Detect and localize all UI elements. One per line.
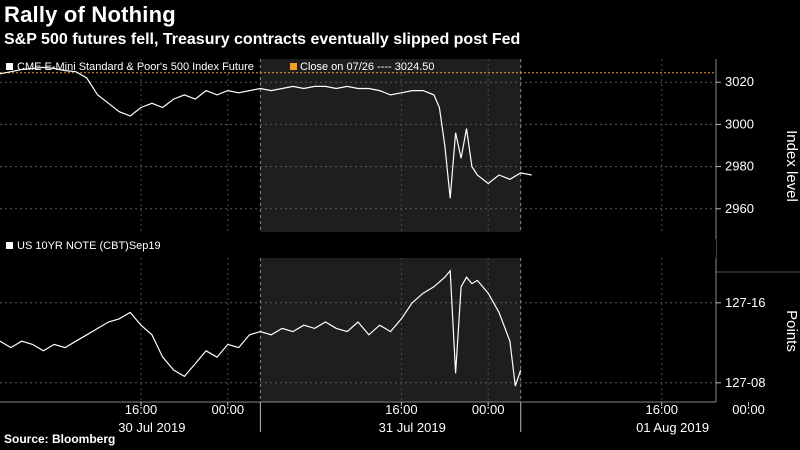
tnote-shaded-region: [260, 258, 521, 402]
x-date-label: 01 Aug 2019: [636, 420, 709, 435]
x-tick-label: 00:00: [472, 402, 505, 417]
source-note: Source: Bloomberg: [4, 432, 116, 446]
sp500-gridlines: [0, 59, 716, 232]
tnote-y-ticks: 127-08 127-16: [716, 295, 765, 390]
sp500-panel: 2960 2980 3000 3020 CME E-Mini Standard & P…: [0, 59, 800, 273]
sp500-y-tick-label: 3000: [725, 116, 754, 131]
sp500-shaded-region: [260, 59, 521, 232]
tnote-panel: 127-08 127-16 US 10YR NOTE (CBT)Sep19 Poi…: [0, 239, 800, 442]
x-tick-label: 00:00: [732, 402, 765, 417]
x-tick-label: 16:00: [385, 402, 418, 417]
tnote-y-axis-label: Points: [783, 310, 800, 352]
chart-canvas: 2960 2980 3000 3020 CME E-Mini Standard & P…: [0, 59, 800, 442]
sp500-y-tick-label: 2980: [725, 159, 754, 174]
x-date-label: 30 Jul 2019: [118, 420, 185, 435]
x-tick-label: 16:00: [125, 402, 158, 417]
tnote-y-tick-label: 127-08: [725, 375, 765, 390]
tnote-gridlines: [0, 258, 716, 402]
x-tick-label: 00:00: [212, 402, 245, 417]
tnote-legend-swatch: [6, 242, 13, 249]
tnote-legend-label: US 10YR NOTE (CBT)Sep19: [17, 240, 161, 252]
sp500-legend-label: CME E-Mini Standard & Poor's 500 Index F…: [17, 61, 254, 73]
reference-legend-label: Close on 07/26 ---- 3024.50: [300, 61, 435, 73]
sp500-y-tick-label: 2960: [725, 201, 754, 216]
sp500-legend-swatch: [6, 63, 13, 70]
reference-legend-swatch: [290, 63, 297, 70]
chart-title: Rally of Nothing: [4, 2, 176, 27]
sp500-y-ticks: 2960 2980 3000 3020: [716, 74, 754, 216]
x-date-label: 31 Jul 2019: [379, 420, 446, 435]
x-tick-label: 16:00: [645, 402, 678, 417]
chart-subtitle: S&P 500 futures fell, Treasury contracts…: [4, 31, 521, 48]
sp500-y-axis-label: Index level: [783, 130, 800, 202]
sp500-series-line: [0, 66, 532, 199]
x-axis: 16:00 00:00 16:00 00:00 16:00 00:00 30 Jul 201…: [0, 401, 765, 435]
sp500-y-tick-label: 3020: [725, 74, 754, 89]
tnote-y-tick-label: 127-16: [725, 295, 765, 310]
tnote-series-line: [0, 269, 522, 387]
